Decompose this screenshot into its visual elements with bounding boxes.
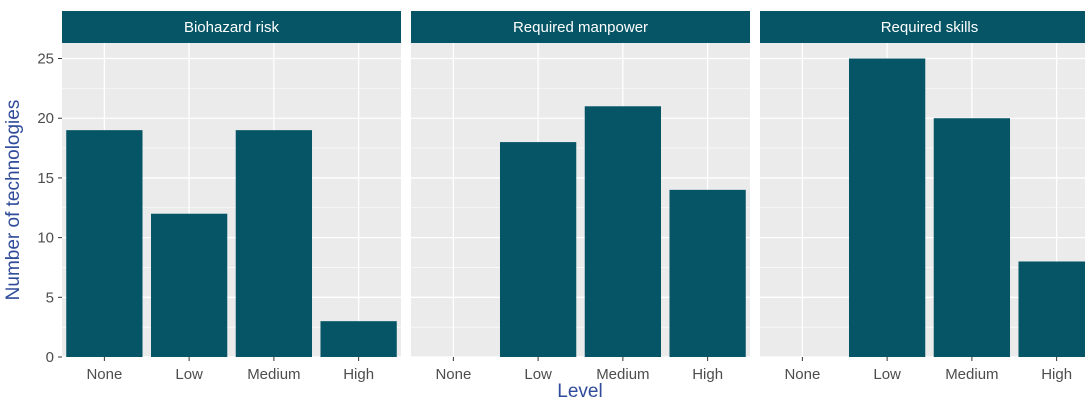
facet-panel: Biohazard risk None Low Medium High <box>62 11 401 383</box>
x-tick-label: Low <box>524 366 552 383</box>
bar-high <box>1018 261 1085 357</box>
x-tick-label: High <box>1041 366 1072 383</box>
facet-strip <box>760 11 1085 43</box>
bar-medium <box>584 106 662 358</box>
bar-high <box>320 321 397 357</box>
x-axis-title: Level <box>557 381 602 402</box>
bar-high <box>669 189 746 357</box>
x-tick-label: None <box>435 366 471 383</box>
facet-title: Required skills <box>881 19 979 36</box>
facet-panel: Required manpower None Low Medium High <box>411 11 750 383</box>
bar-medium <box>235 130 313 357</box>
facet-strip <box>411 11 750 43</box>
x-tick-label: Medium <box>247 366 300 383</box>
x-tick-label: None <box>86 366 122 383</box>
facet-title: Biohazard risk <box>184 19 280 36</box>
y-axis: 0 5 10 15 20 25 <box>37 51 62 366</box>
y-tick-label: 10 <box>37 230 54 247</box>
y-tick-label: 20 <box>37 110 54 127</box>
facet-title: Required manpower <box>513 19 648 36</box>
facet-panel: Required skills None Low Medium High <box>760 11 1085 383</box>
x-tick-label: None <box>784 366 820 383</box>
x-tick-label: Low <box>175 366 203 383</box>
y-tick-label: 25 <box>37 51 54 68</box>
facet-strip <box>62 11 401 43</box>
x-tick-label: Medium <box>596 366 649 383</box>
x-tick-label: High <box>692 366 723 383</box>
bar-low <box>848 58 926 358</box>
bar-none <box>66 130 143 357</box>
bar-low <box>499 142 577 357</box>
x-tick-label: Medium <box>945 366 998 383</box>
y-axis-title: Number of technologies <box>3 100 24 301</box>
y-tick-label: 15 <box>37 170 54 187</box>
y-tick-label: 5 <box>46 289 54 306</box>
x-tick-label: Low <box>873 366 901 383</box>
bar-low <box>150 213 228 357</box>
y-tick-label: 0 <box>46 349 54 366</box>
bar-medium <box>933 118 1011 357</box>
x-tick-label: High <box>343 366 374 383</box>
